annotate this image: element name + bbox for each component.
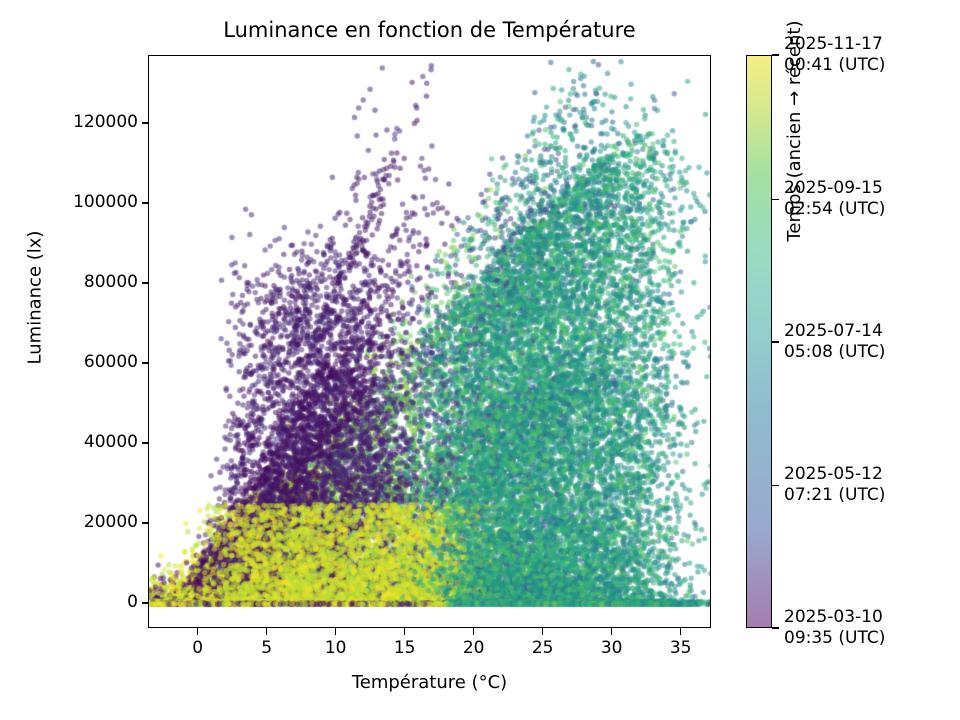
y-tick-mark <box>141 522 149 524</box>
colorbar-tick-mark <box>772 627 779 629</box>
plot-axes-area <box>148 55 711 628</box>
x-tick-mark <box>610 628 613 635</box>
y-tick-label: 120000 <box>73 112 138 133</box>
x-tick-mark <box>472 628 475 635</box>
y-tick-mark <box>141 442 149 444</box>
x-tick-label: 35 <box>669 638 692 658</box>
x-tick-mark <box>196 628 199 635</box>
x-tick-label: 20 <box>462 638 485 658</box>
y-tick-label: 100000 <box>73 192 138 213</box>
x-tick-mark <box>541 628 544 635</box>
x-tick-label: 25 <box>531 638 554 658</box>
y-tick-mark <box>141 362 149 364</box>
colorbar-tick-mark <box>772 198 779 201</box>
y-tick-label: 0 <box>127 592 138 613</box>
colorbar-label: Temps (ancien → récent) <box>784 20 805 242</box>
colorbar-tick-label: 2025-07-14 05:08 (UTC) <box>784 321 886 363</box>
colorbar-tick-label: 2025-03-10 09:35 (UTC) <box>784 607 886 648</box>
y-axis-label: Luminance (lx) <box>24 230 46 365</box>
y-tick-label: 20000 <box>83 512 138 533</box>
x-tick-mark <box>334 628 337 635</box>
x-tick-label: 15 <box>393 638 416 658</box>
colorbar-tick-mark <box>772 54 779 56</box>
x-tick-mark <box>265 628 268 635</box>
colorbar-tick-label: 2025-05-12 07:21 (UTC) <box>784 464 886 506</box>
colorbar-tick-label: 2025-11-17 00:41 (UTC) <box>784 34 886 75</box>
colorbar-gradient <box>747 56 771 627</box>
x-tick-mark <box>679 628 682 635</box>
y-tick-mark <box>141 122 149 124</box>
y-tick-label: 60000 <box>83 352 138 373</box>
y-tick-mark <box>141 202 149 204</box>
x-tick-label: 0 <box>192 638 204 658</box>
scatter-plot-canvas <box>149 56 710 627</box>
colorbar-tick-mark <box>772 484 779 487</box>
x-tick-label: 5 <box>261 638 273 658</box>
y-tick-label: 80000 <box>83 272 138 293</box>
y-tick-mark <box>141 602 149 604</box>
x-tick-label: 30 <box>600 638 623 658</box>
colorbar-tick-mark <box>772 341 779 343</box>
colorbar-tick-label: 2025-09-15 02:54 (UTC) <box>784 178 886 220</box>
x-axis-label: Température (°C) <box>351 672 508 693</box>
x-tick-label: 10 <box>324 638 347 658</box>
page-title: Luminance en fonction de Température <box>223 18 636 42</box>
x-tick-mark <box>403 628 406 635</box>
y-tick-mark <box>141 282 149 284</box>
colorbar <box>746 55 772 628</box>
y-tick-label: 40000 <box>83 432 138 453</box>
